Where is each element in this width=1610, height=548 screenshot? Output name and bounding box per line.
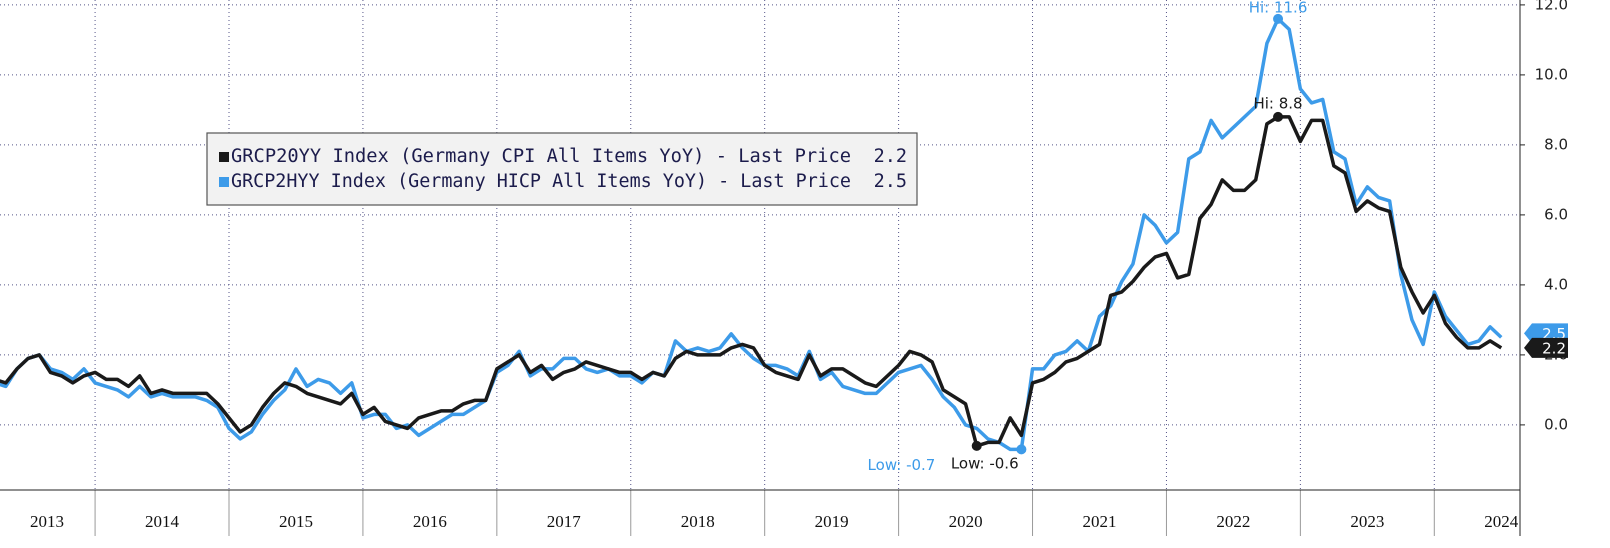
series-line [0,115,1503,448]
y-tick-label: 12.0 [1535,0,1568,13]
x-tick-label: 2018 [681,512,715,531]
annotation-label: Low: -0.6 [951,454,1019,472]
plot-area [0,17,1503,452]
x-tick-label: 2014 [145,512,180,531]
annotation-point [1016,444,1027,455]
annotation-point [971,440,982,451]
x-tick-label: 2021 [1082,512,1116,531]
annotations: Hi: 11.6 Hi: 8.8 Low: -0.7 Low: -0.6 [868,0,1308,474]
annotation-label: Hi: 11.6 [1249,0,1308,16]
legend-value: 2.2 [874,146,907,167]
legend-swatch [219,177,229,187]
legend-label: GRCP20YY Index (Germany CPI All Items Yo… [231,146,851,167]
x-tick-label: 2017 [547,512,582,531]
y-tick-label: 4.0 [1544,275,1568,293]
x-tick-label: 2022 [1216,512,1250,531]
axes: 0.02.04.06.08.010.012.020132014201520162… [0,0,1568,536]
legend-box [206,132,918,206]
x-tick-label: 2020 [949,512,983,531]
y-tick-label: 6.0 [1544,205,1568,223]
last-price-label: 2.2 [1542,339,1566,357]
annotation-label: Low: -0.7 [868,456,936,474]
x-tick-label: 2013 [30,512,64,531]
last-price-tag [1524,337,1568,358]
series-line [0,17,1503,452]
x-tick-label: 2023 [1350,512,1384,531]
annotation-label: Hi: 8.8 [1253,94,1302,112]
y-tick-label: 10.0 [1535,65,1568,83]
annotation-point [1273,13,1284,24]
y-tick-label: 0.0 [1544,415,1568,433]
x-tick-label: 2015 [279,512,313,531]
legend-value: 2.5 [874,171,907,192]
x-tick-label: 2016 [413,512,447,531]
annotation-point [1273,111,1284,122]
y-tick-label: 8.0 [1544,135,1568,153]
legend-swatch [219,152,229,162]
x-tick-label: 2024 [1484,512,1519,531]
legend: GRCP20YY Index (Germany CPI All Items Yo… [206,132,918,206]
legend-label: GRCP2HYY Index (Germany HICP All Items Y… [231,171,851,192]
x-tick-label: 2019 [815,512,849,531]
